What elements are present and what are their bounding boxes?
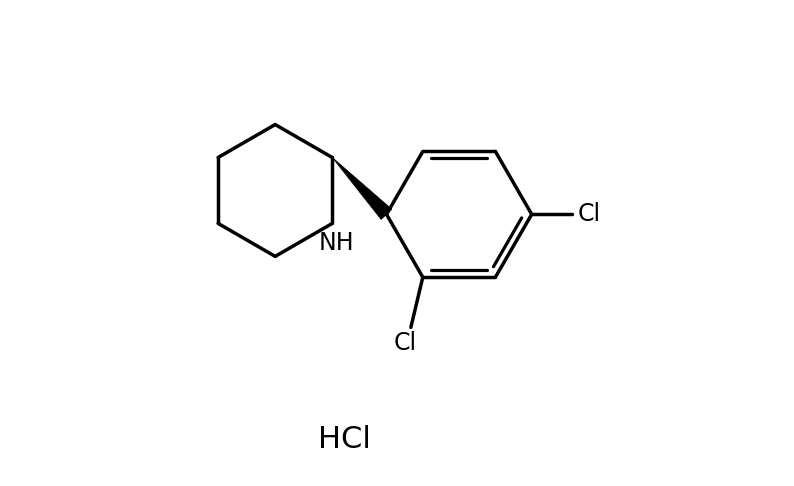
Text: HCl: HCl <box>318 425 371 454</box>
Text: Cl: Cl <box>394 330 417 355</box>
Text: NH: NH <box>318 231 354 256</box>
Polygon shape <box>332 157 392 220</box>
Text: Cl: Cl <box>578 202 601 226</box>
